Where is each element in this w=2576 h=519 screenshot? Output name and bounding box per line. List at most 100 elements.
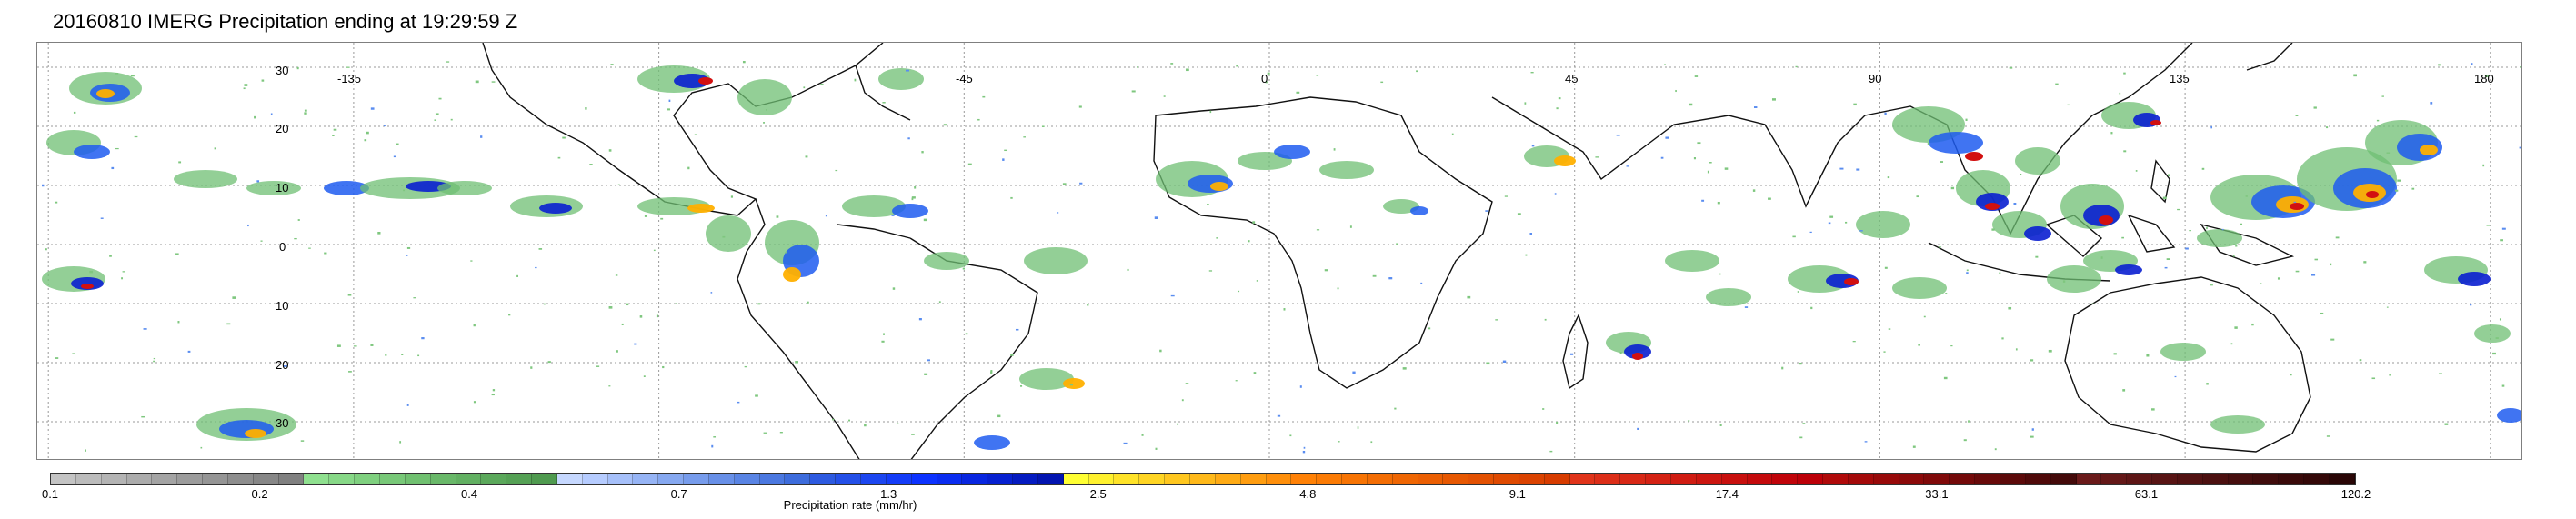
rain-speck	[1299, 385, 1302, 388]
colorbar-tick-label: 2.5	[1089, 487, 1107, 501]
colorbar-swatch	[582, 474, 608, 484]
rain-speck	[2363, 261, 2367, 264]
rain-speck	[918, 318, 922, 321]
rain-speck	[1799, 436, 1803, 439]
colorbar-swatch	[2202, 474, 2229, 484]
rain-speck	[304, 109, 307, 112]
rain-speck	[1664, 64, 1666, 65]
colorbar-swatch	[1519, 474, 1545, 484]
rain-speck	[1558, 97, 1561, 100]
rain-speck	[406, 246, 411, 249]
rain-speck	[634, 343, 637, 345]
rain-speck	[943, 124, 947, 126]
rain-speck	[1912, 445, 1916, 448]
rain-speck	[1141, 434, 1144, 436]
rain-speck	[2055, 83, 2059, 85]
rain-speck	[1637, 427, 1639, 430]
precipitation-cell	[1019, 368, 1074, 390]
precipitation-cell	[1965, 152, 1983, 161]
rain-speck	[438, 97, 442, 100]
precipitation-cell	[892, 204, 928, 218]
rain-speck	[1370, 441, 1373, 444]
precipitation-cell	[246, 181, 301, 195]
lon-label-90: 90	[1869, 72, 1882, 85]
rain-speck	[1163, 95, 1166, 97]
rain-speck	[1856, 168, 1860, 171]
rain-speck	[1531, 145, 1535, 147]
colorbar-tick-label: 0.1	[41, 487, 59, 501]
colorbar-swatch	[1595, 474, 1621, 484]
rain-speck	[115, 147, 119, 150]
rain-speck	[1495, 319, 1498, 321]
rain-speck	[832, 418, 835, 421]
precipitation-cell	[1665, 250, 1719, 272]
precipitation-cell	[674, 74, 710, 88]
colorbar-swatch	[430, 474, 456, 484]
rain-speck	[1057, 212, 1059, 214]
rain-speck	[2326, 435, 2330, 437]
rain-speck	[247, 224, 249, 227]
rain-speck	[643, 375, 646, 377]
rain-speck	[1155, 447, 1158, 450]
rain-speck	[1752, 189, 1756, 192]
lon-label-minus-45: -45	[956, 72, 973, 85]
colorbar-swatch	[1848, 474, 1874, 484]
rain-speck	[1963, 439, 1967, 442]
rain-speck	[924, 373, 928, 375]
rain-speck	[2438, 64, 2441, 66]
rain-speck	[85, 449, 86, 452]
precipitation-cell	[1554, 155, 1576, 166]
colorbar-swatch	[911, 474, 937, 484]
precipitation-cell	[2047, 265, 2101, 293]
rain-speck	[2495, 337, 2499, 339]
rain-speck	[1159, 349, 1162, 353]
rain-speck	[1388, 277, 1393, 280]
colorbar-swatch	[304, 474, 330, 484]
colorbar-swatch	[1975, 474, 2000, 484]
colorbar-swatch	[1418, 474, 1444, 484]
precipitation-cell	[81, 284, 94, 289]
rain-speck	[1267, 72, 1270, 75]
colorbar-label: Precipitation rate (mm/hr)	[783, 498, 917, 512]
colorbar-swatch	[886, 474, 912, 484]
rain-speck	[1660, 156, 1664, 159]
colorbar-swatch	[1063, 474, 1089, 484]
colorbar-swatch	[1798, 474, 1824, 484]
colorbar-swatch	[1646, 474, 1671, 484]
rain-speck	[377, 231, 381, 235]
rain-speck	[1991, 228, 1995, 231]
rain-speck	[1724, 167, 1729, 170]
rain-speck	[1966, 272, 1969, 274]
colorbar-swatch	[379, 474, 406, 484]
precipitation-cell	[2015, 147, 2060, 175]
precipitation-map[interactable]: -135 -45 0 45 90 135 180 30 20 10 0 10 2…	[36, 42, 2522, 460]
rain-speck	[1394, 407, 1397, 410]
rain-speck	[608, 306, 613, 309]
rain-speck	[2166, 258, 2170, 261]
rain-speck	[1884, 112, 1887, 115]
rain-speck	[1349, 225, 1352, 228]
rain-speck	[626, 303, 629, 306]
rain-speck	[508, 314, 511, 316]
colorbar-swatch	[405, 474, 431, 484]
rain-speck	[660, 217, 664, 220]
colorbar-swatch	[1088, 474, 1115, 484]
rain-speck	[1283, 308, 1286, 311]
rain-speck	[1744, 306, 1749, 308]
rain-speck	[2123, 72, 2126, 75]
rain-speck	[825, 215, 827, 217]
rain-speck	[621, 323, 624, 325]
rain-speck	[2189, 229, 2191, 232]
rain-speck	[1530, 71, 1534, 74]
rain-speck	[891, 215, 895, 216]
rain-speck	[1888, 328, 1891, 330]
rain-speck	[965, 333, 968, 335]
rain-speck	[2201, 167, 2205, 170]
rain-speck	[45, 248, 47, 251]
rain-speck	[2122, 389, 2126, 392]
rain-speck	[2062, 280, 2066, 283]
rain-speck	[1717, 201, 1720, 205]
rain-speck	[1357, 426, 1359, 429]
colorbar-swatch	[861, 474, 887, 484]
precipitation-cell	[1844, 278, 1859, 285]
